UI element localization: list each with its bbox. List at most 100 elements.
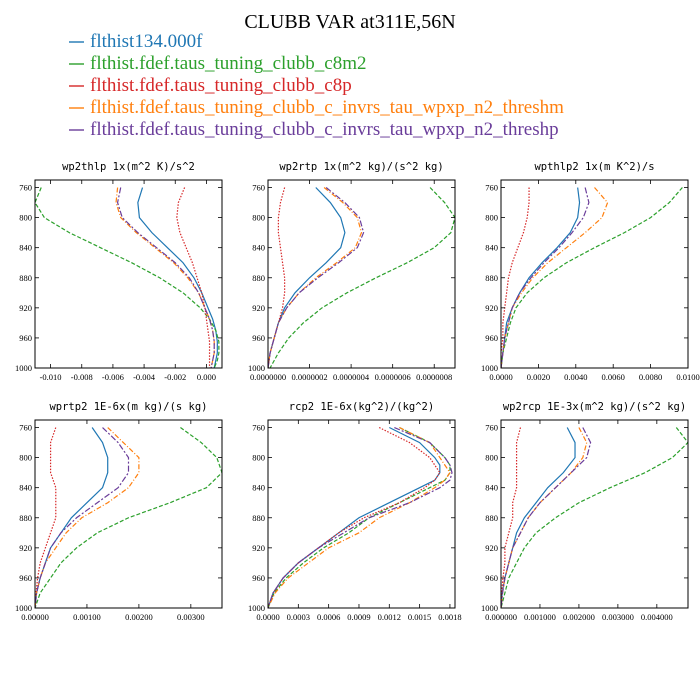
x-tick-label: 0.0000 bbox=[489, 372, 512, 382]
series-line bbox=[35, 427, 140, 608]
panel-title: wpthlp2 1x(m K^2)/s bbox=[534, 161, 654, 173]
x-tick-label: 0.003000 bbox=[602, 612, 634, 622]
x-tick-label: 0.0006 bbox=[317, 612, 340, 622]
x-tick-label: 0.00200 bbox=[125, 612, 153, 622]
y-tick-label: 800 bbox=[485, 453, 498, 463]
series-line bbox=[268, 426, 451, 608]
panel-title: wp2rtp 1x(m^2 kg)/(s^2 kg) bbox=[279, 161, 443, 173]
x-tick-label: 0.0003 bbox=[287, 612, 310, 622]
plot-frame bbox=[267, 419, 456, 609]
y-tick-label: 840 bbox=[485, 243, 498, 253]
series-line bbox=[268, 426, 441, 608]
y-tick-label: 760 bbox=[252, 183, 265, 193]
x-tick-label: 0.0000008 bbox=[416, 372, 452, 382]
y-tick-label: 960 bbox=[252, 573, 265, 583]
y-tick-label: 1000 bbox=[15, 363, 32, 373]
y-tick-label: 960 bbox=[485, 333, 498, 343]
series-line bbox=[501, 187, 530, 368]
plot-frame bbox=[267, 179, 456, 369]
y-tick-label: 800 bbox=[252, 453, 265, 463]
y-tick-label: 880 bbox=[252, 273, 265, 283]
y-tick-label: 1000 bbox=[481, 363, 498, 373]
x-tick-label: 0.0015 bbox=[408, 612, 431, 622]
y-tick-label: 880 bbox=[252, 513, 265, 523]
series-line bbox=[35, 427, 222, 608]
y-tick-label: 880 bbox=[19, 273, 32, 283]
x-tick-label: 0.004000 bbox=[641, 612, 673, 622]
y-tick-label: 1000 bbox=[248, 603, 265, 613]
legend-label: flthist.fdef.taus_tuning_clubb_c_invrs_t… bbox=[90, 97, 564, 118]
x-tick-label: 0.0040 bbox=[564, 372, 587, 382]
y-tick-label: 880 bbox=[19, 513, 32, 523]
x-tick-label: 0.0000002 bbox=[291, 372, 327, 382]
x-tick-label: 0.0100 bbox=[676, 372, 699, 382]
x-tick-label: 0.00000 bbox=[21, 612, 49, 622]
y-tick-label: 960 bbox=[485, 573, 498, 583]
x-tick-label: 0.0000004 bbox=[333, 372, 370, 382]
x-tick-label: 0.00100 bbox=[73, 612, 101, 622]
y-tick-label: 840 bbox=[19, 243, 32, 253]
plot-frame bbox=[34, 419, 223, 609]
x-tick-label: 0.00300 bbox=[177, 612, 205, 622]
series-line bbox=[116, 187, 215, 368]
panel: wpthlp2 1x(m K^2)/s 760 800 840 880 920 960 100… bbox=[481, 161, 700, 382]
y-tick-label: 840 bbox=[485, 483, 498, 493]
y-tick-label: 920 bbox=[485, 303, 498, 313]
series-line bbox=[268, 426, 453, 608]
x-tick-label: 0.0060 bbox=[602, 372, 625, 382]
x-tick-label: 0.001000 bbox=[524, 612, 556, 622]
plot-frame bbox=[34, 179, 223, 369]
x-tick-label: -0.010 bbox=[40, 372, 62, 382]
series-line bbox=[268, 187, 286, 368]
x-tick-label: 0.0012 bbox=[378, 612, 401, 622]
x-tick-label: 0.0018 bbox=[438, 612, 461, 622]
panel: wprtp2 1E-6x(m kg)/(s kg) 760 800 840 880 920… bbox=[15, 401, 223, 622]
legend: flthist134.000fflthist.fdef.taus_tuning_… bbox=[69, 31, 564, 140]
y-tick-label: 840 bbox=[19, 483, 32, 493]
panel: rcp2 1E-6x(kg^2)/(kg^2) 760 800 840 880 920 96… bbox=[248, 401, 462, 622]
y-tick-label: 880 bbox=[485, 273, 498, 283]
series-line bbox=[501, 187, 581, 368]
y-tick-label: 1000 bbox=[248, 363, 265, 373]
x-tick-label: 0.0000 bbox=[256, 612, 279, 622]
plot-frame bbox=[500, 179, 689, 369]
legend-label: flthist134.000f bbox=[90, 31, 203, 52]
x-tick-label: 0.0000006 bbox=[375, 372, 411, 382]
y-tick-label: 840 bbox=[252, 483, 265, 493]
y-tick-label: 920 bbox=[19, 543, 32, 553]
y-tick-label: 920 bbox=[485, 543, 498, 553]
series-line bbox=[501, 427, 688, 608]
panel: wp2thlp 1x(m^2 K)/s^2 760 800 840 880 920 960 1… bbox=[15, 161, 223, 382]
y-tick-label: 960 bbox=[19, 333, 32, 343]
series-line bbox=[35, 427, 130, 608]
series-line bbox=[268, 426, 441, 608]
x-tick-label: 0.000000 bbox=[485, 612, 517, 622]
y-tick-label: 960 bbox=[252, 333, 265, 343]
series-line bbox=[501, 187, 683, 368]
series-line bbox=[501, 427, 592, 608]
y-tick-label: 840 bbox=[252, 243, 265, 253]
x-tick-label: -0.006 bbox=[102, 372, 124, 382]
y-tick-label: 920 bbox=[252, 543, 265, 553]
series-line bbox=[35, 187, 220, 368]
series-line bbox=[35, 427, 109, 608]
legend-entry: flthist.fdef.taus_tuning_clubb_c8m2 bbox=[69, 53, 367, 74]
y-tick-label: 760 bbox=[485, 423, 498, 433]
series-line bbox=[269, 187, 455, 368]
series-line bbox=[268, 426, 451, 608]
legend-label: flthist.fdef.taus_tuning_clubb_c8m2 bbox=[90, 53, 367, 74]
x-tick-label: 0.0009 bbox=[347, 612, 370, 622]
y-tick-label: 760 bbox=[19, 183, 32, 193]
series-line bbox=[176, 187, 211, 368]
panel-title: rcp2 1E-6x(kg^2)/(kg^2) bbox=[289, 401, 434, 413]
legend-label: flthist.fdef.taus_tuning_clubb_c_invrs_t… bbox=[90, 119, 559, 140]
x-tick-label: -0.008 bbox=[71, 372, 93, 382]
legend-entry: flthist.fdef.taus_tuning_clubb_c_invrs_t… bbox=[69, 97, 564, 118]
y-tick-label: 880 bbox=[485, 513, 498, 523]
series-line bbox=[268, 187, 365, 368]
y-tick-label: 800 bbox=[19, 453, 32, 463]
series-line bbox=[501, 187, 609, 368]
panel: wp2rtp 1x(m^2 kg)/(s^2 kg) 760 800 840 880 92… bbox=[248, 161, 456, 382]
panel-title: wp2rcp 1E-3x(m^2 kg)/(s^2 kg) bbox=[503, 401, 686, 413]
x-tick-label: -0.002 bbox=[164, 372, 186, 382]
